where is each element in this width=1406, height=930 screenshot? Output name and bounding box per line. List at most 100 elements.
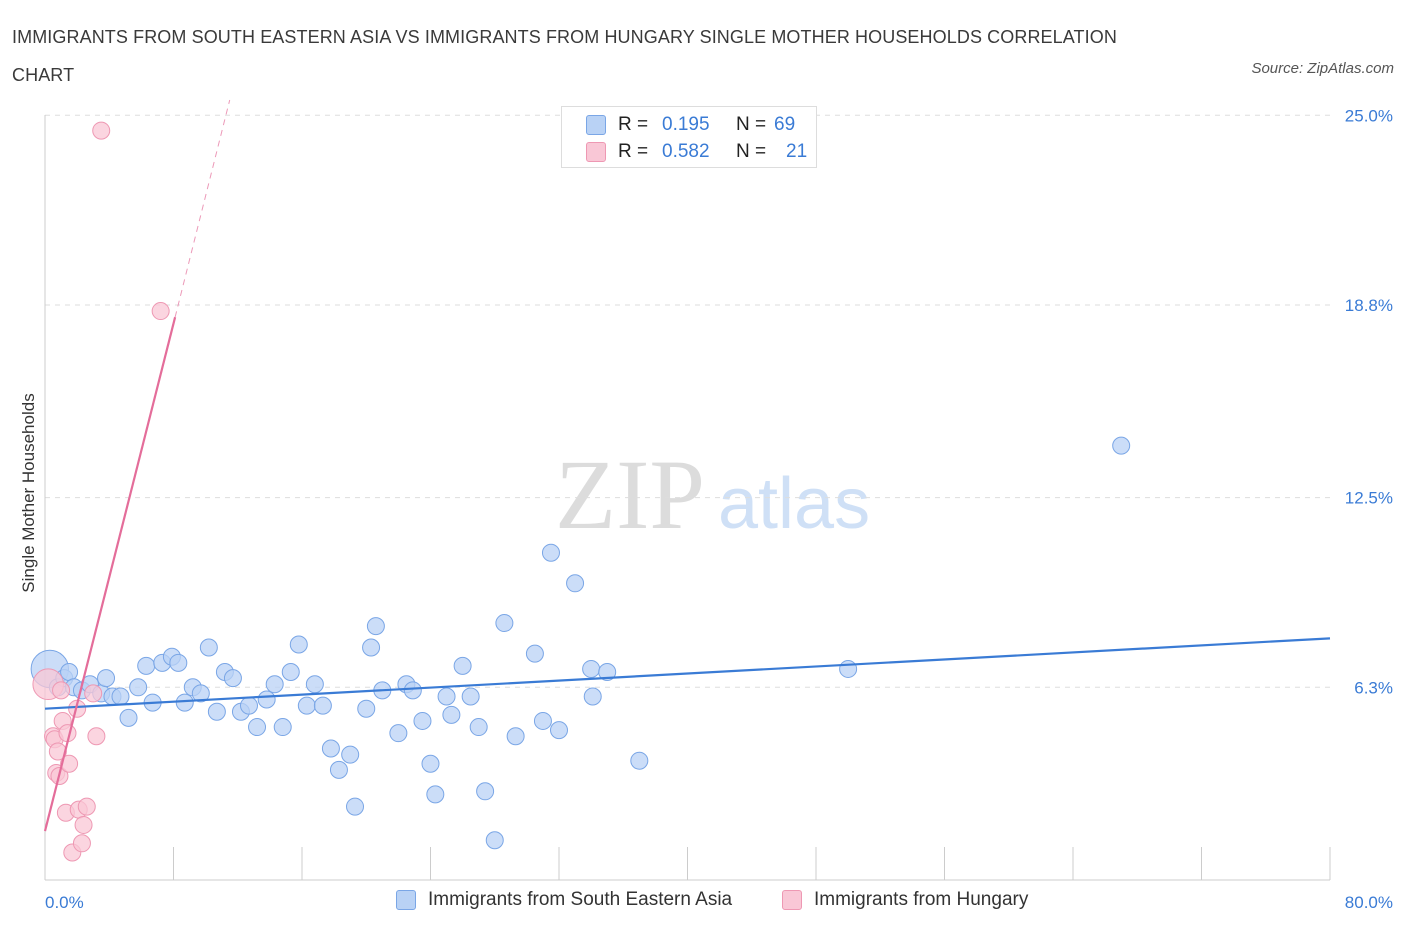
data-point bbox=[175, 693, 194, 712]
trend-lines bbox=[43, 99, 1331, 832]
x-tick-label-min: 0.0% bbox=[45, 893, 84, 912]
watermark-atlas: atlas bbox=[718, 464, 870, 544]
data-point bbox=[289, 635, 308, 654]
data-point bbox=[421, 754, 440, 773]
data-point bbox=[281, 663, 300, 681]
legend: R = 0.195 N = 69 R = 0.582 N = 21 bbox=[561, 106, 817, 168]
watermark-zip: ZIP bbox=[555, 439, 705, 550]
bottom-legend: Immigrants from South Eastern Asia Immig… bbox=[0, 889, 1406, 915]
bottom-legend-label: Immigrants from Hungary bbox=[814, 889, 1029, 910]
data-point bbox=[191, 684, 210, 703]
legend-row-south-eastern-asia: R = 0.195 N = 69 bbox=[586, 112, 795, 138]
data-point bbox=[366, 617, 385, 636]
legend-r-value: 0.195 bbox=[662, 114, 710, 135]
data-point bbox=[151, 302, 170, 321]
legend-n-value: 69 bbox=[774, 114, 796, 135]
legend-r-label: R = bbox=[618, 114, 649, 135]
data-point bbox=[273, 718, 292, 737]
legend-r-label: R = bbox=[618, 141, 649, 162]
data-point bbox=[533, 711, 552, 730]
data-point bbox=[207, 702, 226, 721]
x-tick-label-max: 80.0% bbox=[1345, 893, 1393, 912]
data-point bbox=[357, 699, 376, 718]
data-point bbox=[297, 696, 316, 715]
trend-line-hungary-extension bbox=[174, 99, 231, 318]
data-point bbox=[495, 614, 514, 633]
data-point bbox=[598, 663, 617, 681]
data-point bbox=[239, 696, 258, 715]
legend-n-value: 21 bbox=[786, 141, 808, 162]
legend-swatch-blue bbox=[586, 115, 606, 135]
data-point bbox=[137, 656, 156, 675]
data-point bbox=[223, 669, 242, 688]
data-point bbox=[461, 687, 480, 706]
data-point bbox=[346, 797, 365, 816]
y-axis-label: Single Mother Households bbox=[19, 393, 38, 592]
data-point bbox=[453, 656, 472, 675]
data-point bbox=[48, 742, 67, 761]
data-point bbox=[485, 831, 504, 850]
data-point bbox=[313, 696, 332, 715]
data-point bbox=[442, 705, 461, 724]
y-tick-labels: 6.3% 12.5% 18.8% 25.0% bbox=[1345, 106, 1393, 697]
legend-row-hungary: R = 0.582 N = 21 bbox=[586, 139, 807, 165]
legend-r-value: 0.582 bbox=[662, 141, 710, 162]
data-point bbox=[84, 684, 103, 703]
bottom-legend-swatch-blue bbox=[396, 890, 416, 910]
data-point bbox=[469, 718, 488, 737]
data-point bbox=[60, 754, 79, 773]
data-point bbox=[248, 718, 267, 737]
data-point bbox=[169, 653, 188, 672]
data-point bbox=[403, 681, 422, 700]
data-point bbox=[1112, 436, 1131, 455]
data-point bbox=[476, 782, 495, 801]
legend-n-label: N = bbox=[736, 141, 767, 162]
data-point bbox=[362, 638, 381, 657]
data-point bbox=[119, 708, 138, 727]
legend-swatch-pink bbox=[586, 142, 606, 162]
bottom-legend-item-hungary: Immigrants from Hungary bbox=[782, 889, 1028, 911]
y-tick-label: 25.0% bbox=[1345, 106, 1393, 125]
series-south-eastern-asia bbox=[30, 436, 1131, 850]
data-point bbox=[630, 751, 649, 770]
data-point bbox=[329, 760, 348, 779]
data-point bbox=[265, 675, 284, 694]
data-point bbox=[72, 834, 91, 853]
data-point bbox=[583, 687, 602, 706]
y-tick-label: 12.5% bbox=[1345, 489, 1393, 508]
data-point bbox=[582, 659, 601, 678]
data-point bbox=[550, 721, 568, 740]
data-point bbox=[52, 681, 71, 700]
data-point bbox=[129, 678, 148, 697]
data-point bbox=[413, 711, 432, 730]
bottom-legend-item-south-eastern-asia: Immigrants from South Eastern Asia bbox=[396, 889, 732, 911]
data-point bbox=[257, 690, 276, 709]
series-hungary bbox=[32, 121, 170, 862]
legend-n-label: N = bbox=[736, 114, 767, 135]
data-point bbox=[92, 121, 111, 140]
data-point bbox=[389, 724, 408, 743]
data-point bbox=[87, 727, 106, 746]
data-point bbox=[839, 659, 858, 678]
bottom-legend-label: Immigrants from South Eastern Asia bbox=[428, 889, 733, 910]
data-point bbox=[97, 669, 116, 688]
bottom-legend-swatch-pink bbox=[782, 890, 802, 910]
y-tick-label: 6.3% bbox=[1354, 678, 1393, 697]
data-point bbox=[60, 663, 79, 681]
data-point bbox=[321, 739, 340, 758]
trend-line-hungary bbox=[43, 316, 177, 832]
data-point bbox=[437, 687, 456, 706]
y-tick-label: 18.8% bbox=[1345, 296, 1393, 315]
chart-title: IMMIGRANTS FROM SOUTH EASTERN ASIA VS IM… bbox=[12, 27, 1117, 85]
source-label: Source: ZipAtlas.com bbox=[1251, 60, 1394, 77]
grid-lines bbox=[45, 114, 1330, 688]
data-point bbox=[426, 785, 445, 804]
data-point bbox=[525, 644, 544, 663]
data-point bbox=[111, 687, 130, 706]
data-point bbox=[341, 745, 360, 764]
data-point bbox=[77, 797, 96, 816]
data-point bbox=[199, 638, 218, 657]
data-point bbox=[74, 815, 93, 834]
axes bbox=[44, 115, 1331, 881]
